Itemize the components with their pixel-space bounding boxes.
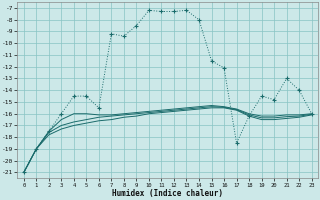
X-axis label: Humidex (Indice chaleur): Humidex (Indice chaleur): [112, 189, 223, 198]
